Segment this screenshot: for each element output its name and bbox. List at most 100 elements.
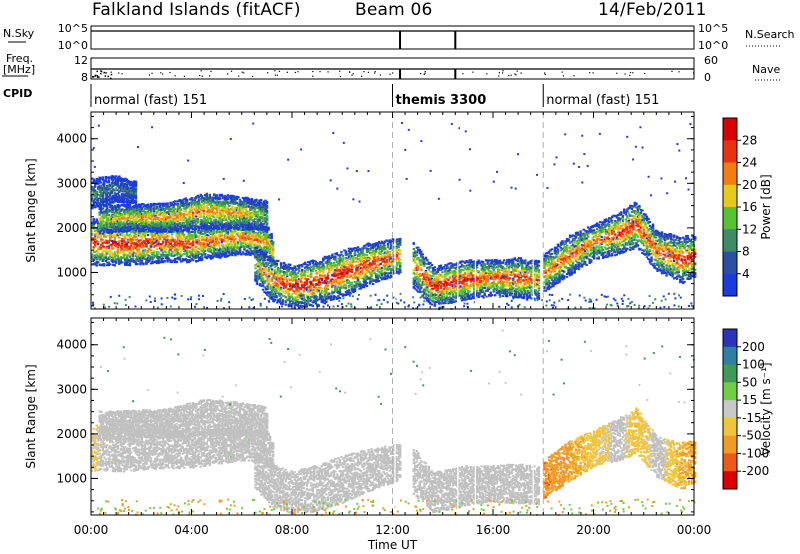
nave-dot xyxy=(632,72,633,73)
nave-dot-cluster xyxy=(111,74,113,76)
nave-dot xyxy=(312,76,313,77)
nave-dot xyxy=(243,72,244,73)
freq-tick-bottom: 8 xyxy=(81,71,88,84)
scatter-cell xyxy=(194,231,196,233)
nave-dot xyxy=(498,75,499,76)
scatter-cell xyxy=(181,238,183,240)
scatter-cell xyxy=(240,254,242,256)
nave-dot xyxy=(175,75,176,76)
nave-dot xyxy=(274,70,275,71)
scatter-cell xyxy=(165,251,167,253)
scatter-cell xyxy=(233,236,235,238)
nave-dot xyxy=(389,74,390,75)
nave-dot xyxy=(616,73,617,74)
nave-dot xyxy=(267,72,268,73)
nave-dot xyxy=(562,71,563,72)
scatter-cell xyxy=(117,255,119,257)
nave-dot xyxy=(515,74,516,75)
scatter-cell xyxy=(132,239,134,241)
nave-dot xyxy=(162,74,163,75)
scatter-cell xyxy=(94,237,96,239)
nave-dot xyxy=(201,70,202,71)
scatter-cell xyxy=(162,257,164,259)
scatter-cell xyxy=(221,234,223,236)
scatter-cell xyxy=(228,249,230,251)
scatter-cell xyxy=(96,218,98,220)
scatter-cell xyxy=(203,242,205,244)
nave-dot xyxy=(368,72,369,73)
scatter-cell xyxy=(112,247,114,249)
nave-dot xyxy=(277,75,278,76)
scatter-cell xyxy=(97,241,99,243)
nave-dot xyxy=(351,75,352,76)
scatter-cell xyxy=(102,239,104,241)
scatter-cell xyxy=(138,249,140,251)
scatter-cell xyxy=(150,246,152,248)
scatter-cell xyxy=(132,258,134,260)
nave-dot-cluster xyxy=(97,75,99,77)
scatter-cell xyxy=(163,260,165,262)
nsearch-tick-bottom: 10^0 xyxy=(698,39,728,52)
scatter-cell xyxy=(218,242,220,244)
nave-dot xyxy=(295,72,296,73)
scatter-cell xyxy=(153,252,155,254)
scatter-cell xyxy=(129,256,131,258)
scatter-cell xyxy=(141,237,143,239)
scatter-cell xyxy=(129,264,131,266)
nave-dot-cluster xyxy=(103,72,105,74)
nave-dot xyxy=(327,71,328,72)
scatter-cell xyxy=(181,241,183,243)
nsearch-tick-top: 10^5 xyxy=(698,22,728,35)
scatter-cell xyxy=(121,261,123,263)
nave-dot-cluster xyxy=(92,76,94,78)
scatter-cell xyxy=(132,250,134,252)
scatter-cell xyxy=(192,259,194,261)
scatter-cell xyxy=(227,240,229,242)
nave-dot xyxy=(563,75,564,76)
nave-dot xyxy=(160,72,161,73)
scatter-cell xyxy=(121,243,123,245)
scatter-cell xyxy=(183,234,185,236)
scatter-cell xyxy=(109,238,111,240)
scatter-cell xyxy=(189,260,191,262)
nave-dot xyxy=(573,75,574,76)
nsky-tick-top: 10^5 xyxy=(58,22,88,35)
scatter-cell xyxy=(187,241,189,243)
nave-dot xyxy=(242,72,243,73)
scatter-cell xyxy=(181,232,183,234)
nave-dot xyxy=(424,73,425,74)
nave-dot xyxy=(392,72,393,73)
nave-dot xyxy=(508,75,509,76)
nave-dot-cluster xyxy=(97,76,99,78)
nave-dot xyxy=(420,73,421,74)
scatter-cell xyxy=(127,250,129,252)
scatter-cell xyxy=(210,249,212,251)
nave-dot xyxy=(517,70,518,71)
nave-dot xyxy=(340,76,341,77)
scatter-cell xyxy=(145,246,147,248)
nave-dot xyxy=(287,72,288,73)
scatter-cell xyxy=(96,265,98,267)
cpid-segment-0: normal (fast) 151 xyxy=(94,93,207,108)
scatter-cell xyxy=(93,218,95,220)
nave-dot xyxy=(625,73,626,74)
scatter-cell xyxy=(136,263,138,265)
nave-dot xyxy=(121,73,122,74)
scatter-cell xyxy=(175,241,177,243)
scatter-cell xyxy=(111,252,113,254)
nave-dot xyxy=(339,71,340,72)
nave-dot xyxy=(544,73,545,74)
scatter-cell xyxy=(159,236,161,238)
scatter-cell xyxy=(160,247,162,249)
scatter-cell xyxy=(148,260,150,262)
scatter-cell xyxy=(207,234,209,236)
scatter-cell xyxy=(145,238,147,240)
scatter-cell xyxy=(239,250,241,252)
scatter-cell xyxy=(150,249,152,251)
nave-dot xyxy=(169,72,170,73)
scatter-cell xyxy=(124,237,126,239)
scatter-cell xyxy=(212,238,214,240)
nave-dot xyxy=(486,73,487,74)
scatter-cell xyxy=(103,263,105,265)
nave-dot xyxy=(630,72,631,73)
